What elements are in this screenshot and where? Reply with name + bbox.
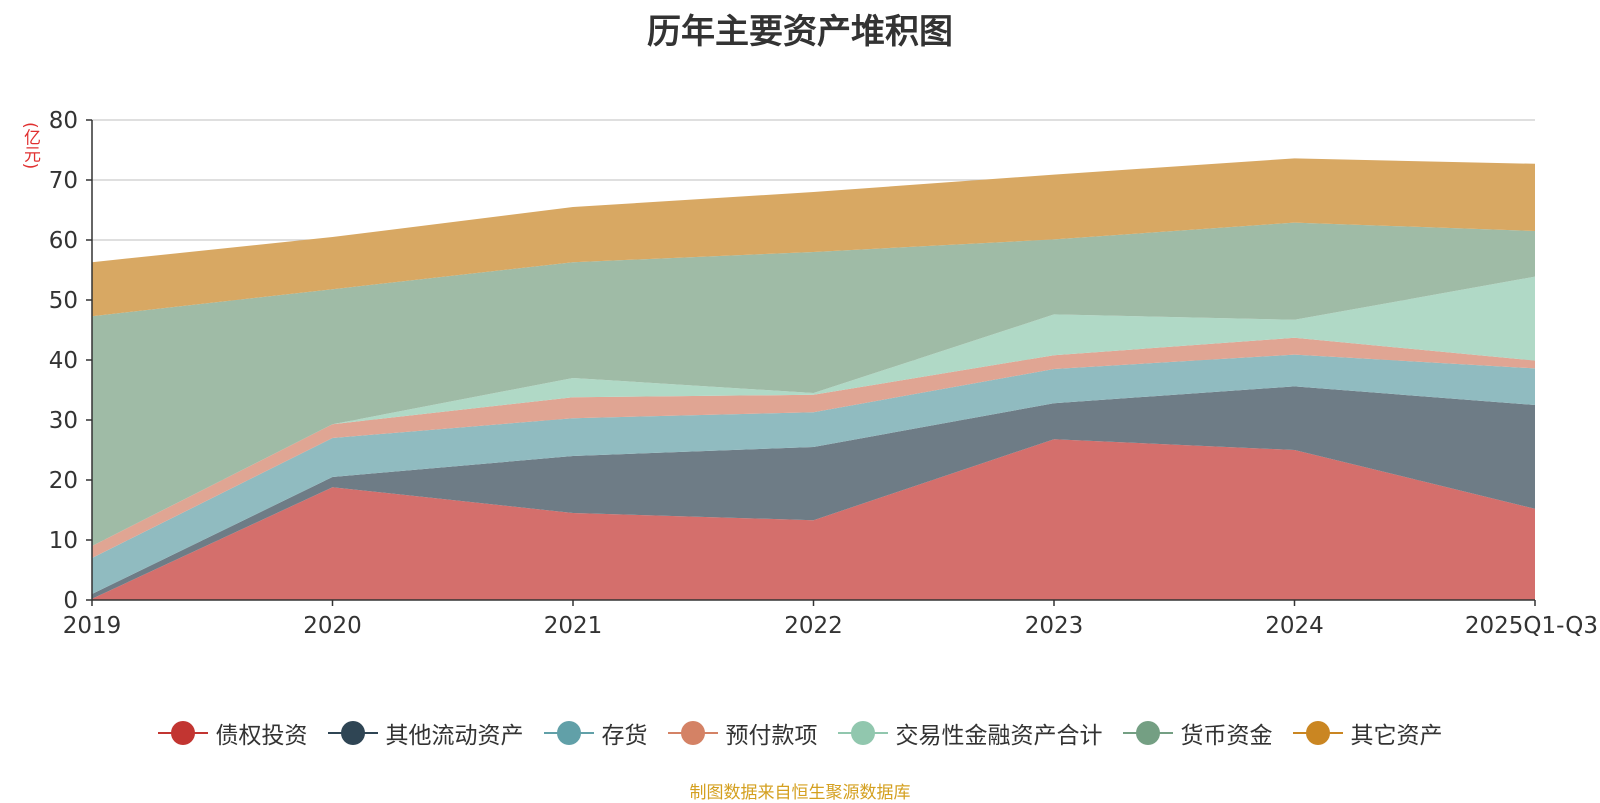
- area-6: [92, 158, 1535, 317]
- legend-label: 存货: [601, 723, 648, 749]
- source-note: 制图数据来自恒生聚源数据库: [689, 783, 911, 803]
- legend-label: 预付款项: [725, 723, 818, 749]
- legend-label: 其它资产: [1350, 723, 1443, 749]
- y-axis-tick-labels: 0 10 20 30 40 50 60 70 80: [49, 108, 92, 614]
- y-tick-label: 0: [63, 588, 78, 614]
- y-tick-label: 20: [49, 468, 78, 494]
- legend-item[interactable]: 债权投资: [157, 716, 308, 750]
- legend: 债权投资 其他流动资产 存货 预付款项 交易性金融资产合计 货币资金 其它资产: [0, 716, 1600, 750]
- x-tick-label: 2025Q1-Q3: [1465, 613, 1598, 639]
- area-0: [92, 439, 1535, 600]
- legend-marker-icon: [837, 721, 888, 745]
- y-axis-unit-label: (亿元): [20, 122, 40, 170]
- y-tick-label: 40: [49, 348, 78, 374]
- y-tick-label: 80: [49, 108, 78, 134]
- x-tick-label: 2019: [63, 613, 122, 639]
- legend-marker-icon: [327, 721, 378, 745]
- legend-item[interactable]: 其它资产: [1292, 716, 1443, 750]
- legend-item[interactable]: 其他流动资产: [327, 716, 524, 750]
- legend-label: 债权投资: [215, 723, 308, 749]
- legend-marker-icon: [667, 721, 718, 745]
- legend-label: 其他流动资产: [385, 723, 524, 749]
- area-4: [92, 276, 1535, 546]
- y-tick-label: 70: [49, 168, 78, 194]
- area-2: [92, 354, 1535, 594]
- y-tick-label: 30: [49, 408, 78, 434]
- chart-title: 历年主要资产堆积图: [647, 12, 953, 52]
- x-tick-label: 2020: [303, 613, 362, 639]
- legend-marker-icon: [1122, 721, 1173, 745]
- legend-item[interactable]: 预付款项: [667, 716, 818, 750]
- area-1: [92, 386, 1535, 599]
- y-tick-label: 10: [49, 528, 78, 554]
- x-tick-label: 2023: [1025, 613, 1084, 639]
- x-axis-tick-labels: 2019 2020 2021 2022 2023 2024 2025Q1-Q3: [63, 600, 1598, 639]
- x-tick-label: 2022: [784, 613, 843, 639]
- x-tick-label: 2021: [544, 613, 603, 639]
- legend-label: 交易性金融资产合计: [895, 723, 1103, 749]
- area-series: [92, 158, 1535, 600]
- legend-item[interactable]: 存货: [543, 716, 648, 750]
- legend-item[interactable]: 交易性金融资产合计: [837, 716, 1103, 750]
- y-tick-label: 50: [49, 288, 78, 314]
- area-3: [92, 337, 1535, 558]
- area-5: [92, 222, 1535, 546]
- legend-item[interactable]: 货币资金: [1122, 716, 1273, 750]
- legend-marker-icon: [157, 721, 208, 745]
- legend-marker-icon: [1292, 721, 1343, 745]
- x-tick-label: 2024: [1265, 613, 1324, 639]
- legend-label: 货币资金: [1180, 723, 1273, 749]
- y-tick-label: 60: [49, 228, 78, 254]
- legend-marker-icon: [543, 721, 594, 745]
